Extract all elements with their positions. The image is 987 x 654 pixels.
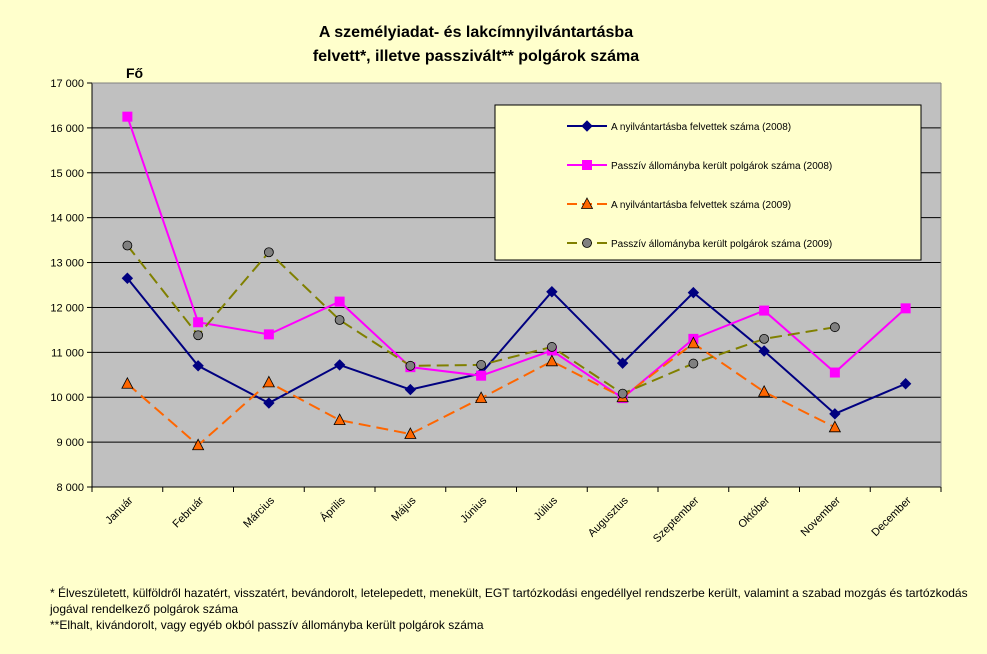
footnote-1: * Élveszületett, külföldről hazatért, vi…	[50, 586, 968, 616]
x-tick-label: Július	[532, 494, 561, 523]
data-point	[546, 342, 557, 352]
x-tick-label: Február	[171, 494, 207, 530]
legend-swatch-marker	[581, 120, 593, 132]
data-point	[262, 375, 276, 388]
legend-item: Passzív állományba került polgárok száma…	[567, 238, 832, 250]
data-point	[759, 333, 770, 344]
data-point	[829, 322, 840, 333]
data-point	[333, 359, 346, 371]
y-tick-label: 11 000	[51, 347, 84, 359]
data-point	[404, 383, 417, 396]
y-tick-label: 15 000	[50, 168, 84, 180]
data-point	[759, 305, 770, 316]
series-line	[126, 116, 907, 400]
series-1	[121, 272, 912, 420]
data-point	[263, 329, 274, 340]
legend-item: A nyilvántartásba felvettek száma (2009)	[567, 197, 791, 211]
data-point	[758, 345, 770, 357]
data-point	[474, 391, 488, 404]
data-point	[829, 408, 841, 420]
series-line	[126, 277, 907, 415]
legend-label: A nyilvántartásba felvettek száma (2008)	[611, 122, 791, 133]
legend-swatch-marker	[582, 160, 592, 170]
data-point	[122, 240, 133, 251]
data-point	[900, 303, 911, 314]
data-point	[263, 247, 274, 258]
data-point	[121, 272, 134, 284]
data-point	[405, 360, 416, 371]
y-tick-label: 14 000	[50, 213, 84, 225]
x-tick-label: Május	[389, 494, 419, 524]
x-tick-label: Január	[103, 494, 136, 527]
footnote-2: **Elhalt, kivándorolt, vagy egyéb okból …	[50, 618, 484, 632]
data-point	[828, 420, 842, 433]
data-point	[333, 413, 346, 426]
data-point	[122, 111, 133, 122]
series-4	[122, 240, 840, 399]
data-point	[334, 315, 345, 325]
data-point	[757, 384, 771, 397]
footnotes: * Élveszületett, külföldről hazatért, vi…	[50, 585, 980, 633]
chart-title-line-1: A személyiadat- és lakcímnyilvántartásba	[319, 24, 633, 41]
x-tick-label: Április	[317, 494, 348, 525]
chart-title: A személyiadat- és lakcímnyilvántartásba…	[313, 24, 639, 65]
y-tick-label: 17 000	[50, 78, 84, 90]
legend-label: A nyilvántartásba felvettek száma (2009)	[611, 200, 791, 211]
y-tick-label: 8 000	[56, 482, 84, 494]
x-tick-label: Szeptember	[651, 494, 702, 545]
data-point	[829, 367, 840, 378]
data-point	[476, 360, 487, 370]
data-point	[545, 354, 559, 367]
legend-box	[494, 104, 922, 261]
x-tick-label: Augusztus	[586, 494, 631, 539]
data-point	[617, 388, 628, 399]
data-series	[121, 111, 912, 451]
x-tick-label: November	[799, 494, 844, 539]
legend-swatch-marker	[580, 197, 594, 209]
data-point	[899, 378, 912, 390]
data-point	[476, 370, 487, 381]
data-point	[687, 336, 700, 349]
x-tick-label: December	[869, 494, 914, 539]
chart-title-line-2: felvett*, illetve passzivált** polgárok …	[313, 48, 639, 65]
x-tick-label: Június	[458, 494, 489, 525]
y-tick-label: 16 000	[50, 123, 84, 135]
data-point	[263, 397, 275, 409]
data-point	[334, 296, 345, 307]
data-point	[191, 438, 205, 451]
data-point	[688, 358, 699, 369]
legend: A nyilvántartásba felvettek száma (2008)…	[494, 104, 922, 261]
data-point	[687, 286, 700, 299]
data-point	[193, 330, 204, 341]
data-point	[404, 427, 417, 439]
data-point	[121, 376, 134, 389]
y-tick-label: 9 000	[56, 437, 84, 449]
y-tick-label: 10 000	[50, 392, 84, 404]
legend-label: Passzív állományba került polgárok száma…	[611, 161, 832, 172]
x-tick-label: Október	[736, 494, 772, 530]
y-tick-label: 13 000	[50, 258, 84, 270]
data-point	[546, 286, 558, 298]
data-point	[192, 360, 204, 372]
legend-swatch-marker	[582, 238, 592, 248]
y-axis-unit-label: Fő	[126, 65, 143, 81]
y-axis-ticks: 8 000 9 000 10 000 11 000 12 000 13 000 14 000…	[50, 78, 92, 494]
x-tick-label: Március	[241, 494, 277, 530]
x-axis-ticks: Január Február Március Április Május Június Jú…	[91, 487, 942, 545]
legend-item: A nyilvántartásba felvettek száma (2008)	[567, 120, 791, 133]
legend-label: Passzív állományba került polgárok száma…	[611, 239, 832, 250]
y-tick-label: 12 000	[50, 302, 84, 314]
legend-item: Passzív állományba került polgárok száma…	[567, 160, 832, 172]
data-point	[616, 357, 629, 369]
data-point	[193, 317, 204, 328]
